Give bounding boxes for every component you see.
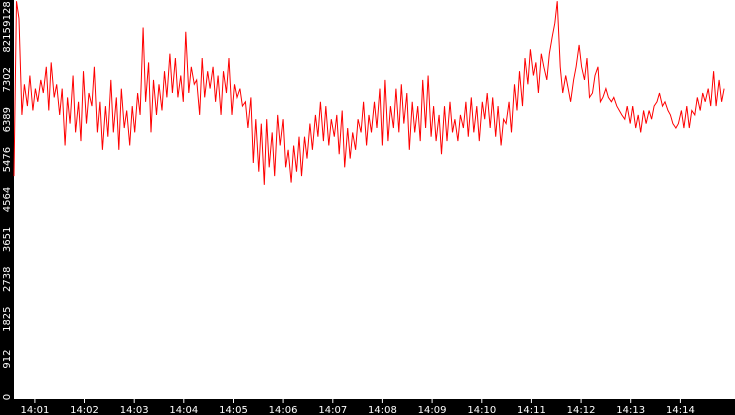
series-line [13, 1, 725, 185]
y-tick-label: 7302 [2, 67, 13, 92]
y-tick-label: 8215 [2, 27, 13, 52]
y-tick-label: 5476 [2, 147, 13, 172]
x-tick-label: 14:10 [467, 405, 496, 415]
x-tick-label: 14:12 [567, 405, 596, 415]
y-tick-label: 6389 [2, 107, 13, 132]
y-tick-label: 1825 [2, 306, 13, 331]
y-tick-label: 0 [2, 394, 13, 400]
x-axis-ticks: 14:01 14:02 14:03 14:04 14:05 14:06 14:07 14:08… [20, 399, 695, 415]
y-tick-label: 2738 [2, 267, 13, 292]
y-tick-label: 4564 [2, 187, 13, 212]
y-tick-label: 9128 [2, 1, 13, 26]
series-layer [13, 1, 725, 185]
x-tick-label: 14:01 [20, 405, 49, 415]
x-tick-label: 14:02 [70, 405, 99, 415]
x-tick-label: 14:06 [269, 405, 298, 415]
x-tick-label: 14:08 [368, 405, 397, 415]
x-tick-label: 14:09 [418, 405, 447, 415]
x-tick-label: 14:04 [169, 405, 198, 415]
x-tick-label: 14:03 [120, 405, 149, 415]
y-tick-label: 3651 [2, 227, 13, 252]
x-tick-label: 14:07 [318, 405, 347, 415]
x-tick-label: 14:11 [517, 405, 546, 415]
x-tick-label: 14:14 [666, 405, 695, 415]
y-axis-bar [0, 0, 14, 415]
x-tick-label: 14:05 [219, 405, 248, 415]
y-tick-label: 912 [2, 350, 13, 369]
x-tick-label: 14:13 [616, 405, 645, 415]
